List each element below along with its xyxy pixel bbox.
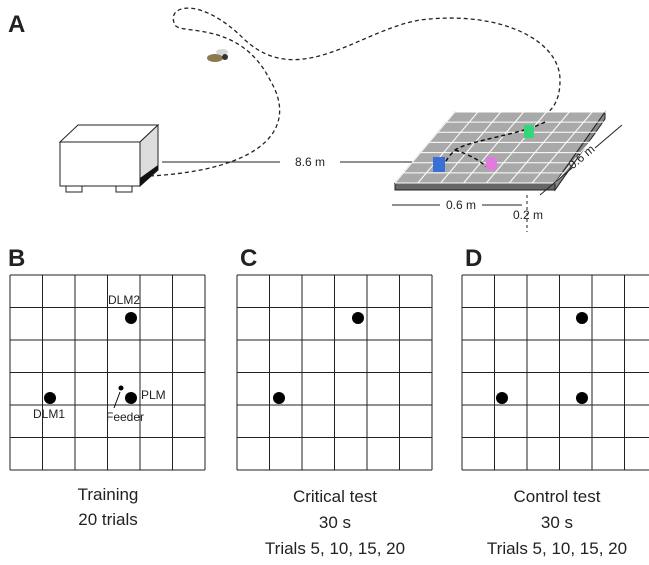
caption: 30 s (319, 513, 351, 532)
caption: 20 trials (78, 510, 138, 529)
caption: Control test (514, 487, 601, 506)
landmark-pink (486, 157, 497, 170)
caption: Training (78, 485, 139, 504)
landmark-green (524, 125, 534, 138)
height-label: 0.2 m (513, 208, 543, 222)
feeder-pointer (114, 392, 120, 408)
panel-label: D (465, 245, 482, 272)
figure: A 8.6 m 0.6 m 0.6 m 0.2 m B C D DLM2 DLM… (0, 0, 649, 565)
dimension-line (595, 125, 622, 148)
panel-label: A (8, 11, 25, 38)
hive-box (60, 125, 158, 192)
caption: 30 s (541, 513, 573, 532)
caption: Trials 5, 10, 15, 20 (487, 539, 627, 558)
grids (10, 275, 649, 470)
distance-label: 8.6 m (295, 155, 325, 169)
panel-label: C (240, 245, 257, 272)
landmark-label: PLM (141, 388, 166, 402)
landmark-label: DLM2 (108, 293, 140, 307)
width-label: 0.6 m (446, 198, 476, 212)
caption: Trials 5, 10, 15, 20 (265, 539, 405, 558)
panel-label: B (8, 245, 25, 272)
arena-side (395, 183, 555, 190)
landmark-label: DLM1 (33, 407, 65, 421)
landmark-blue (433, 157, 445, 172)
landmarks (44, 312, 588, 404)
caption: Critical test (293, 487, 377, 506)
feeder-label: Feeder (106, 410, 144, 424)
bee-icon (207, 49, 228, 62)
